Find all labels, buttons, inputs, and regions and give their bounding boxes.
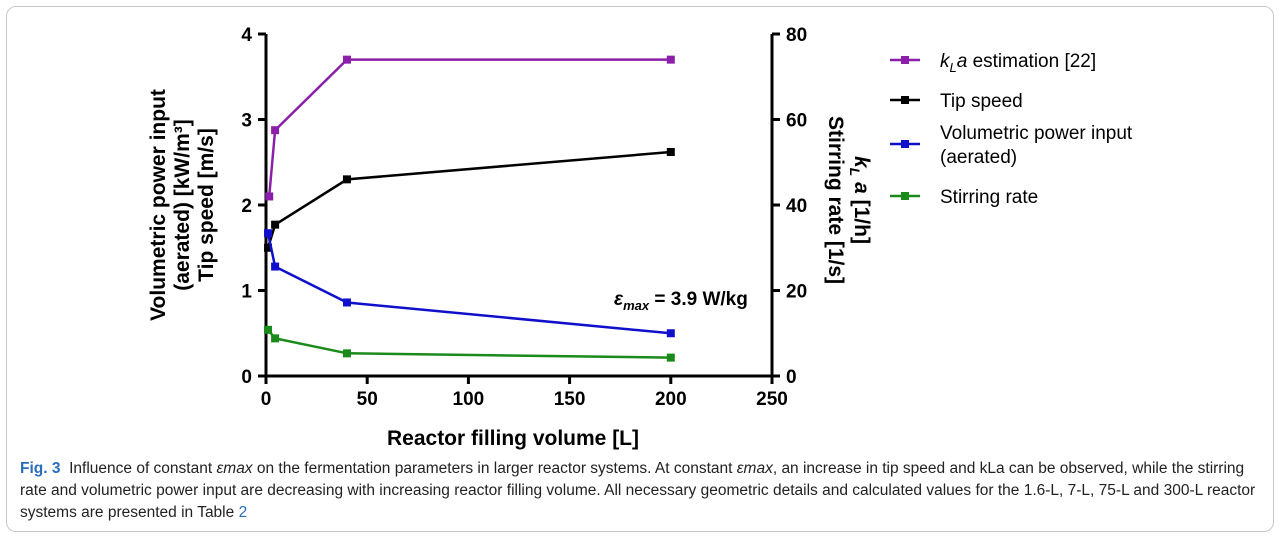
y-axis-label-line: Tip speed [m/s] (195, 128, 218, 282)
x-tick-label: 200 (655, 389, 687, 410)
legend-swatch-marker (901, 96, 909, 104)
y-axis-label-right: kL a [1/h]Stirring rate [1/s] (824, 116, 873, 284)
legend-item: Tip speed (940, 91, 1023, 112)
data-point (666, 353, 675, 362)
caption-eps: εmax (736, 460, 773, 477)
x-axis-label: Reactor filling volume [L] (387, 427, 639, 450)
table-link[interactable]: 2 (238, 504, 248, 521)
data-point (264, 325, 273, 334)
legend-swatch-marker (901, 56, 909, 64)
legend-item: Stirring rate (940, 187, 1038, 208)
data-point (342, 298, 351, 307)
y-axis-label-line: Stirring rate [1/s] (824, 116, 847, 284)
series-line (266, 150, 671, 249)
x-tick-label: 50 (357, 389, 378, 410)
annotation-emax: εmax = 3.9 W/kg (614, 289, 748, 313)
legend: kLa estimation [22] Tip speed Volumetric p… (890, 51, 1133, 208)
data-point (666, 147, 675, 156)
y-axis-label-line: Volumetric power input (147, 89, 170, 321)
y-tick-label-right: 40 (786, 196, 807, 217)
figure-frame (6, 6, 1274, 532)
caption-text: on the fermentation parameters in larger… (252, 460, 737, 477)
y-tick-label-left: 2 (241, 196, 252, 217)
figure-caption: Fig. 3 Influence of constant εmax on the… (20, 458, 1270, 524)
data-point (271, 220, 280, 229)
data-point (342, 55, 351, 64)
legend-item: Volumetric power input (aerated) (940, 123, 1133, 168)
caption-text: Influence of constant (69, 460, 217, 477)
data-point (264, 243, 273, 252)
legend-item: kLa estimation [22] (940, 51, 1096, 75)
y-axis-label-left: Volumetric power input (aerated) [kW/m³] T… (147, 89, 218, 321)
data-point (265, 192, 274, 201)
y-tick-label-right: 60 (786, 111, 807, 132)
legend-swatch-marker (901, 140, 909, 148)
caption-text: , an increase in tip speed and kLa can b… (20, 460, 1256, 521)
x-tick-label: 100 (453, 389, 485, 410)
x-tick-label: 250 (756, 389, 788, 410)
data-point (666, 55, 675, 64)
data-point (271, 126, 280, 135)
series-line (267, 329, 671, 359)
data-point (342, 175, 351, 184)
y-tick-label-left: 0 (241, 367, 252, 388)
caption-eps: εmax (216, 460, 253, 477)
data-point (271, 262, 280, 271)
y-tick-label-left: 1 (241, 282, 252, 303)
y-tick-label-right: 20 (786, 282, 807, 303)
chart-series (264, 55, 675, 362)
y-tick-label-left: 4 (241, 25, 252, 46)
series-line (267, 58, 671, 197)
y-axis-label-line: (aerated) [kW/m³] (171, 119, 194, 291)
data-point (271, 334, 280, 343)
y-axis-label-line: kL a [1/h] (847, 156, 873, 244)
y-tick-label-left: 3 (241, 111, 252, 132)
y-tick-label-right: 80 (786, 25, 807, 46)
legend-swatch-marker (901, 192, 909, 200)
y-tick-label-right: 0 (786, 367, 797, 388)
data-point (342, 349, 351, 358)
x-tick-label: 0 (261, 389, 272, 410)
x-tick-label: 150 (554, 389, 586, 410)
series-line (266, 232, 671, 335)
data-point (666, 329, 675, 338)
caption-label: Fig. 3 (20, 460, 61, 477)
data-point (264, 229, 273, 238)
chart-labels: Reactor filling volume [L] Volumetric pow… (147, 89, 873, 450)
